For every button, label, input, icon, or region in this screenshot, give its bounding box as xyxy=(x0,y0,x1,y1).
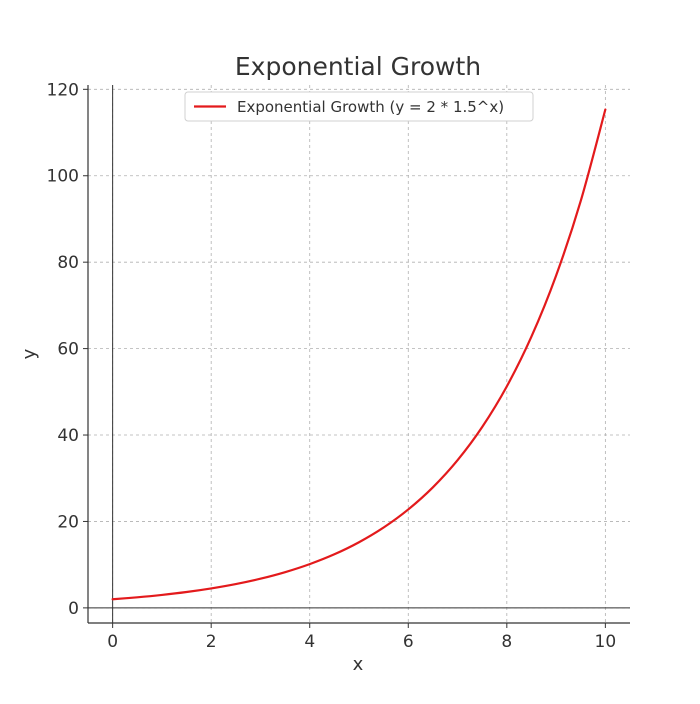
reference-lines xyxy=(88,85,630,623)
axes xyxy=(87,85,630,624)
y-tick-label-6: 120 xyxy=(47,80,79,100)
y-axis-label: y xyxy=(19,348,40,359)
y-tick-label-0: 0 xyxy=(68,599,79,619)
y-tick-label-2: 40 xyxy=(57,426,79,446)
chart-title: Exponential Growth xyxy=(235,52,481,81)
x-tick-label-0: 0 xyxy=(107,632,118,652)
legend: Exponential Growth (y = 2 * 1.5^x) xyxy=(184,91,534,122)
y-tick-label-4: 80 xyxy=(57,253,79,273)
grid-layer xyxy=(88,85,630,623)
x-axis-label: x xyxy=(353,654,364,675)
y-tick-label-3: 60 xyxy=(57,340,79,360)
series-line-0 xyxy=(111,108,607,601)
series-layer xyxy=(111,108,607,601)
x-tick-label-5: 10 xyxy=(595,632,617,652)
y-tick-label-5: 100 xyxy=(47,167,79,187)
x-tick-label-1: 2 xyxy=(206,632,217,652)
x-tick-label-4: 8 xyxy=(501,632,512,652)
y-tick-label-1: 20 xyxy=(57,512,79,532)
legend-label-0: Exponential Growth (y = 2 * 1.5^x) xyxy=(237,98,504,116)
legend-box xyxy=(184,91,534,122)
x-tick-label-2: 4 xyxy=(304,632,315,652)
x-tick-label-3: 6 xyxy=(403,632,414,652)
